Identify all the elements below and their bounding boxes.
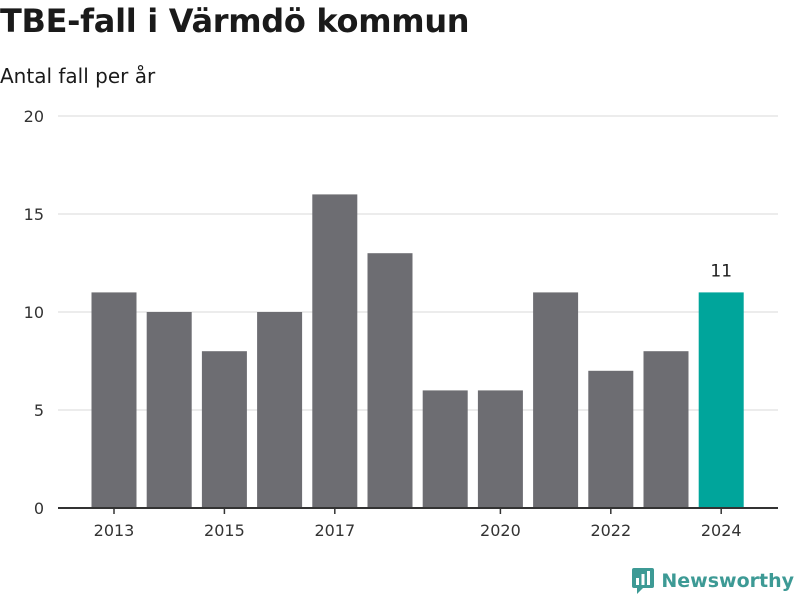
bar-2024 [698, 292, 744, 508]
bar-2022 [588, 370, 634, 508]
x-tick-label-2022: 2022 [590, 521, 631, 540]
x-tick-label-2024: 2024 [701, 521, 742, 540]
newsworthy-logo-text: Newsworthy [661, 570, 794, 592]
y-tick-label-5: 5 [34, 401, 44, 420]
bar-2019 [422, 390, 468, 508]
bar-2018 [367, 253, 413, 508]
bar-2020 [477, 390, 523, 508]
bar-2014 [146, 312, 192, 508]
x-tick-label-2017: 2017 [314, 521, 355, 540]
bar-2021 [533, 292, 579, 508]
bar-2015 [201, 351, 247, 508]
chart-subtitle: Antal fall per år [0, 64, 156, 88]
bar-2013 [91, 292, 137, 508]
y-tick-label-20: 20 [24, 107, 44, 126]
bar-2017 [312, 194, 358, 508]
newsworthy-logo: Newsworthy [631, 566, 794, 596]
chart-title: TBE-fall i Värmdö kommun [0, 2, 470, 40]
x-tick-label-2020: 2020 [480, 521, 521, 540]
data-label-highlight: 11 [710, 261, 732, 281]
y-tick-label-15: 15 [24, 205, 44, 224]
newsworthy-logo-icon [632, 568, 655, 594]
y-tick-label-0: 0 [34, 499, 44, 518]
y-tick-label-10: 10 [24, 303, 44, 322]
x-tick-label-2013: 2013 [94, 521, 135, 540]
bar-2023 [643, 351, 689, 508]
bar-2016 [257, 312, 303, 508]
x-tick-label-2015: 2015 [204, 521, 245, 540]
